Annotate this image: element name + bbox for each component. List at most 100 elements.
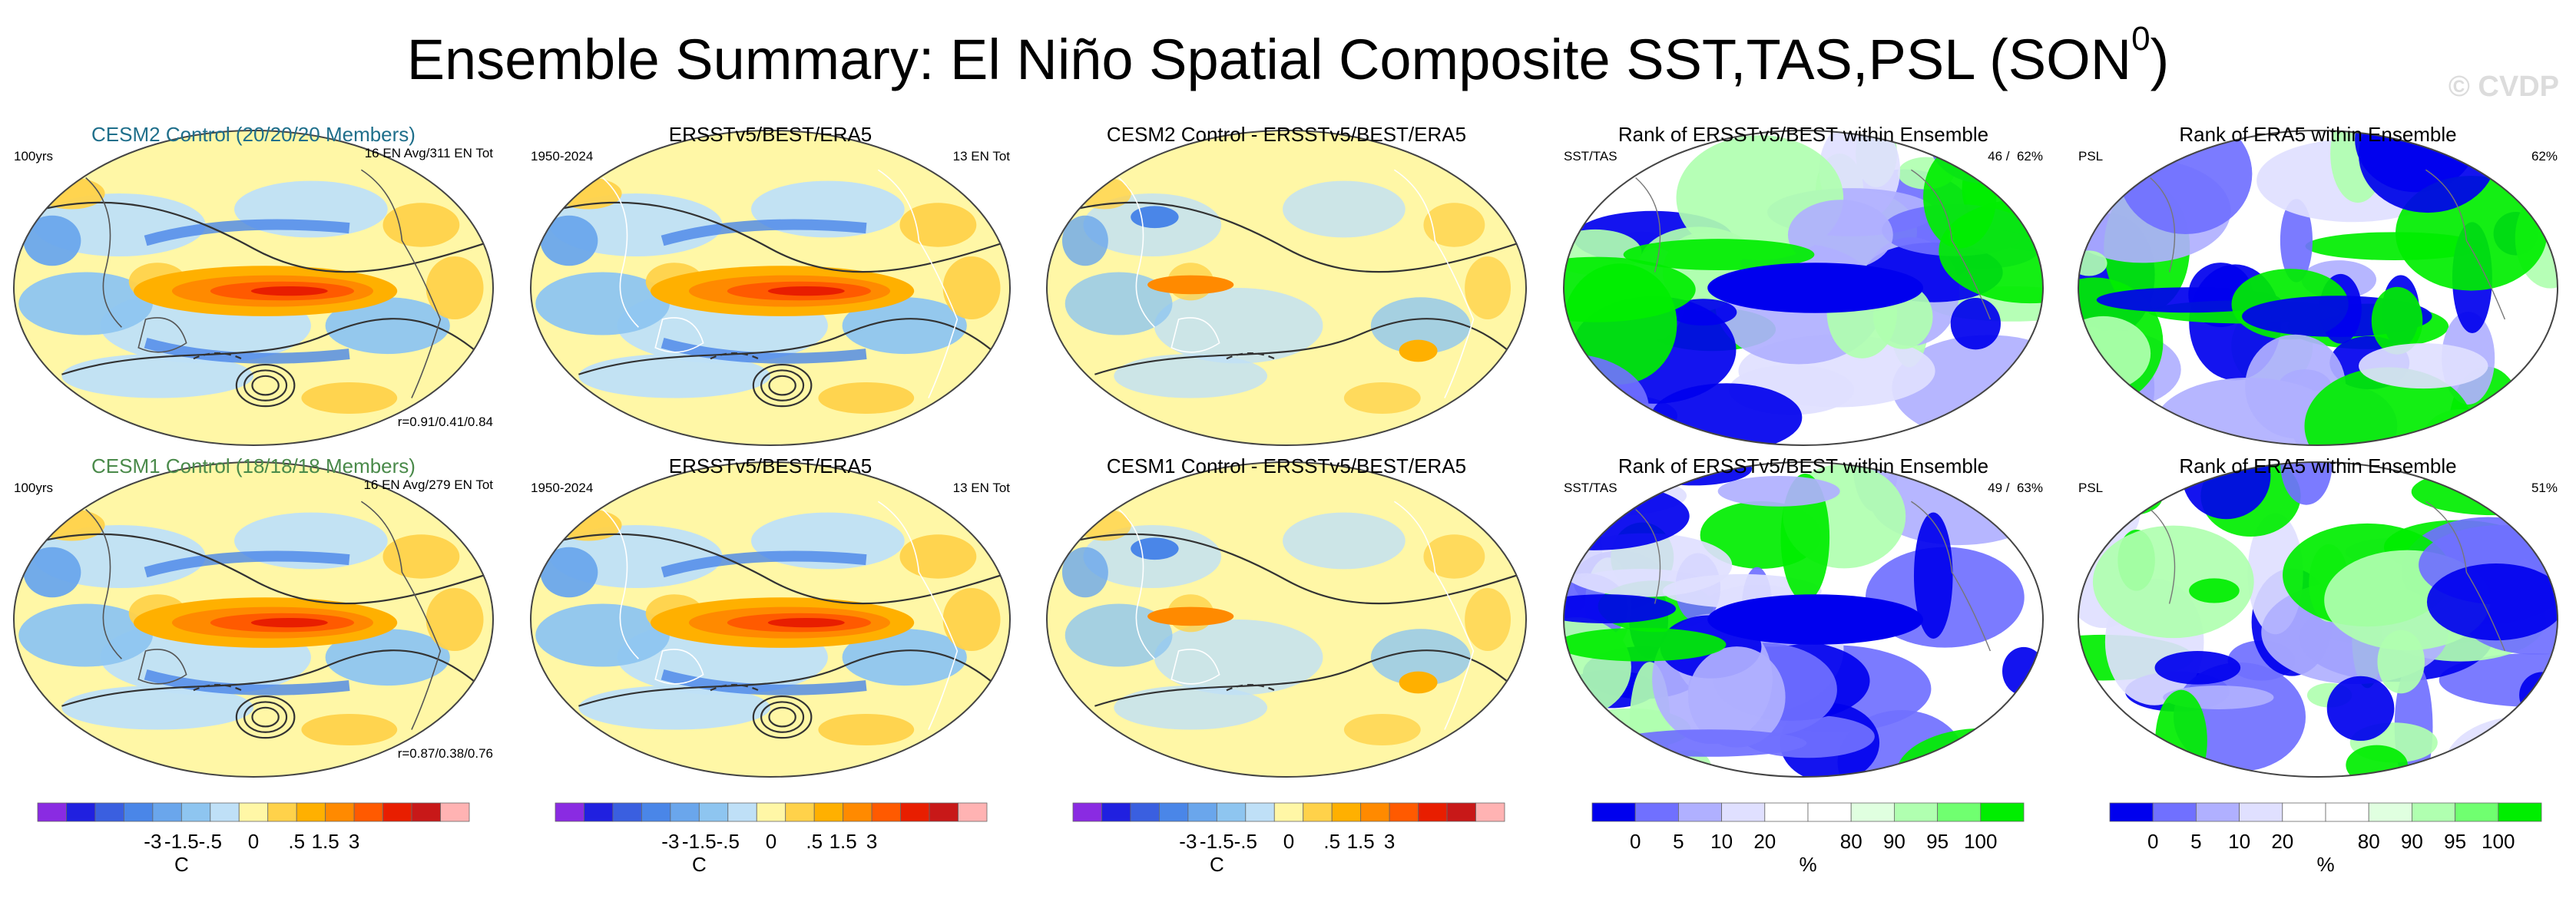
rank-psl-title: Rank of ERA5 within Ensemble <box>2179 454 2457 477</box>
colorbar-tick-label: -.5 <box>1234 830 1257 853</box>
colorbar-swatch <box>698 802 729 822</box>
colorbar-swatch <box>756 802 786 822</box>
colorbar-tick-label: 3 <box>866 830 877 853</box>
colorbar-tick-label: 100 <box>2482 830 2515 853</box>
colorbar-unit: % <box>2316 853 2334 876</box>
colorbar-swatch <box>1187 802 1217 822</box>
diff-map-row1 <box>1046 130 1527 446</box>
rank-psl-title: Rank of ERA5 within Ensemble <box>2179 123 2457 146</box>
colorbar-swatch <box>1072 802 1102 822</box>
colorbar-swatch <box>670 802 700 822</box>
rank-sst-percent: 46 / 62% <box>1988 149 2043 164</box>
colorbar-tick-label: 1.5 <box>1347 830 1375 853</box>
colorbar-tick-label: 80 <box>1840 830 1862 853</box>
rank-psl-map-row2 <box>2078 461 2558 778</box>
colorbar-swatch <box>152 802 182 822</box>
colorbar-swatch <box>1159 802 1189 822</box>
colorbar-swatch <box>37 802 67 822</box>
colorbar-tick-label: 80 <box>2358 830 2380 853</box>
correlation-label: r=0.91/0.41/0.84 <box>397 415 493 429</box>
obs-count-label: 13 EN Tot <box>952 481 1010 495</box>
colorbar-swatch <box>1937 802 1982 822</box>
colorbar-tick-label: 10 <box>2228 830 2250 853</box>
colorbar-tick-label: 90 <box>2401 830 2423 853</box>
colorbar-swatch <box>2109 802 2154 822</box>
colorbar-swatch <box>1101 802 1131 822</box>
colorbar-tick-label: 3 <box>349 830 359 853</box>
colorbar-swatch <box>2411 802 2455 822</box>
colorbar-swatch <box>1850 802 1895 822</box>
colorbar-1: -3 -1.5 -.5 0 .5 1.5 3 C <box>37 802 470 876</box>
diff-map-row2 <box>1046 461 1527 778</box>
rank-psl-percent: 62% <box>2531 149 2558 164</box>
colorbar-tick-label: 0 <box>248 830 259 853</box>
colorbar-tick-label: 5 <box>2190 830 2201 853</box>
colorbar-tick-label: 90 <box>1883 830 1906 853</box>
colorbar-tick-label: -.5 <box>717 830 740 853</box>
colorbar-swatch <box>958 802 988 822</box>
colorbar-tick-label: 5 <box>1673 830 1684 853</box>
colorbar-swatch <box>94 802 124 822</box>
colorbar-swatch <box>2196 802 2240 822</box>
colorbar-swatch <box>296 802 326 822</box>
colorbar-swatch <box>210 802 240 822</box>
cvdp-watermark: © CVDP <box>2448 71 2559 103</box>
colorbar-tick-label: 95 <box>1926 830 1949 853</box>
rank-sst-map-row1 <box>1563 130 2044 446</box>
colorbar-swatch <box>929 802 959 822</box>
colorbar-swatch <box>727 802 757 822</box>
colorbar-unit: % <box>1799 853 1816 876</box>
colorbar-tick-label: 0 <box>1283 830 1294 853</box>
colorbar-tick-label: 1.5 <box>312 830 339 853</box>
colorbar-swatch <box>584 802 614 822</box>
colorbar-swatch <box>1980 802 2025 822</box>
rank-psl-label: PSL <box>2078 481 2104 495</box>
colorbar-swatch <box>641 802 671 822</box>
colorbar-4: 0 5 10 20 80 90 95 100% <box>1591 802 2025 876</box>
colorbar-unit: C <box>692 853 707 876</box>
colorbar-swatch <box>1893 802 1938 822</box>
diff-title: CESM1 Control - ERSSTv5/BEST/ERA5 <box>1106 454 1467 477</box>
colorbar-swatch <box>843 802 872 822</box>
colorbar-unit: C <box>1210 853 1224 876</box>
diff-title: CESM2 Control - ERSSTv5/BEST/ERA5 <box>1106 123 1467 146</box>
colorbar-swatch <box>1303 802 1333 822</box>
page-title: Ensemble Summary: El Niño Spatial Compos… <box>0 21 2576 98</box>
rank-psl-label: PSL <box>2078 149 2104 164</box>
colorbar-swatch <box>1721 802 1766 822</box>
colorbar-swatch <box>1245 802 1275 822</box>
title-close: ) <box>2150 28 2170 91</box>
obs-map-row1 <box>530 130 1011 446</box>
obs-period-label: 1950-2024 <box>531 149 594 164</box>
colorbar-tick-label: -1.5 <box>682 830 717 853</box>
colorbar-tick-label: 0 <box>2147 830 2158 853</box>
colorbar-tick-label: 0 <box>766 830 776 853</box>
model-map-row1 <box>13 130 494 446</box>
colorbar-swatch <box>180 802 211 822</box>
model-title: CESM2 Control (20/20/20 Members) <box>91 123 416 146</box>
obs-count-label: 13 EN Tot <box>952 149 1010 164</box>
period-label: 100yrs <box>14 149 54 164</box>
colorbar-tick-label: -3 <box>144 830 161 853</box>
colorbar-swatch <box>238 802 269 822</box>
title-text: Ensemble Summary: El Niño Spatial Compos… <box>406 28 2132 91</box>
colorbar-swatch <box>1634 802 1679 822</box>
colorbar-swatch <box>267 802 297 822</box>
en-count-label: 16 EN Avg/311 EN Tot <box>364 146 493 160</box>
rank-sst-title: Rank of ERSSTv5/BEST within Ensemble <box>1617 454 1989 477</box>
model-map-row2 <box>13 461 494 778</box>
colorbar-swatch <box>813 802 844 822</box>
colorbar-swatch <box>2152 802 2197 822</box>
colorbar-swatch <box>612 802 642 822</box>
colorbar-tick-label: 95 <box>2444 830 2466 853</box>
colorbar-tick-label: 10 <box>1710 830 1733 853</box>
colorbar-tick-label: -1.5 <box>164 830 199 853</box>
colorbar-swatch <box>900 802 930 822</box>
en-count-label: 16 EN Avg/279 EN Tot <box>363 477 493 492</box>
colorbar-swatch <box>1807 802 1852 822</box>
colorbar-swatch <box>1678 802 1723 822</box>
rank-sst-map-row2 <box>1563 461 2044 778</box>
obs-period-label: 1950-2024 <box>531 481 594 495</box>
colorbar-swatch <box>785 802 815 822</box>
colorbar-tick-label: 0 <box>1630 830 1641 853</box>
